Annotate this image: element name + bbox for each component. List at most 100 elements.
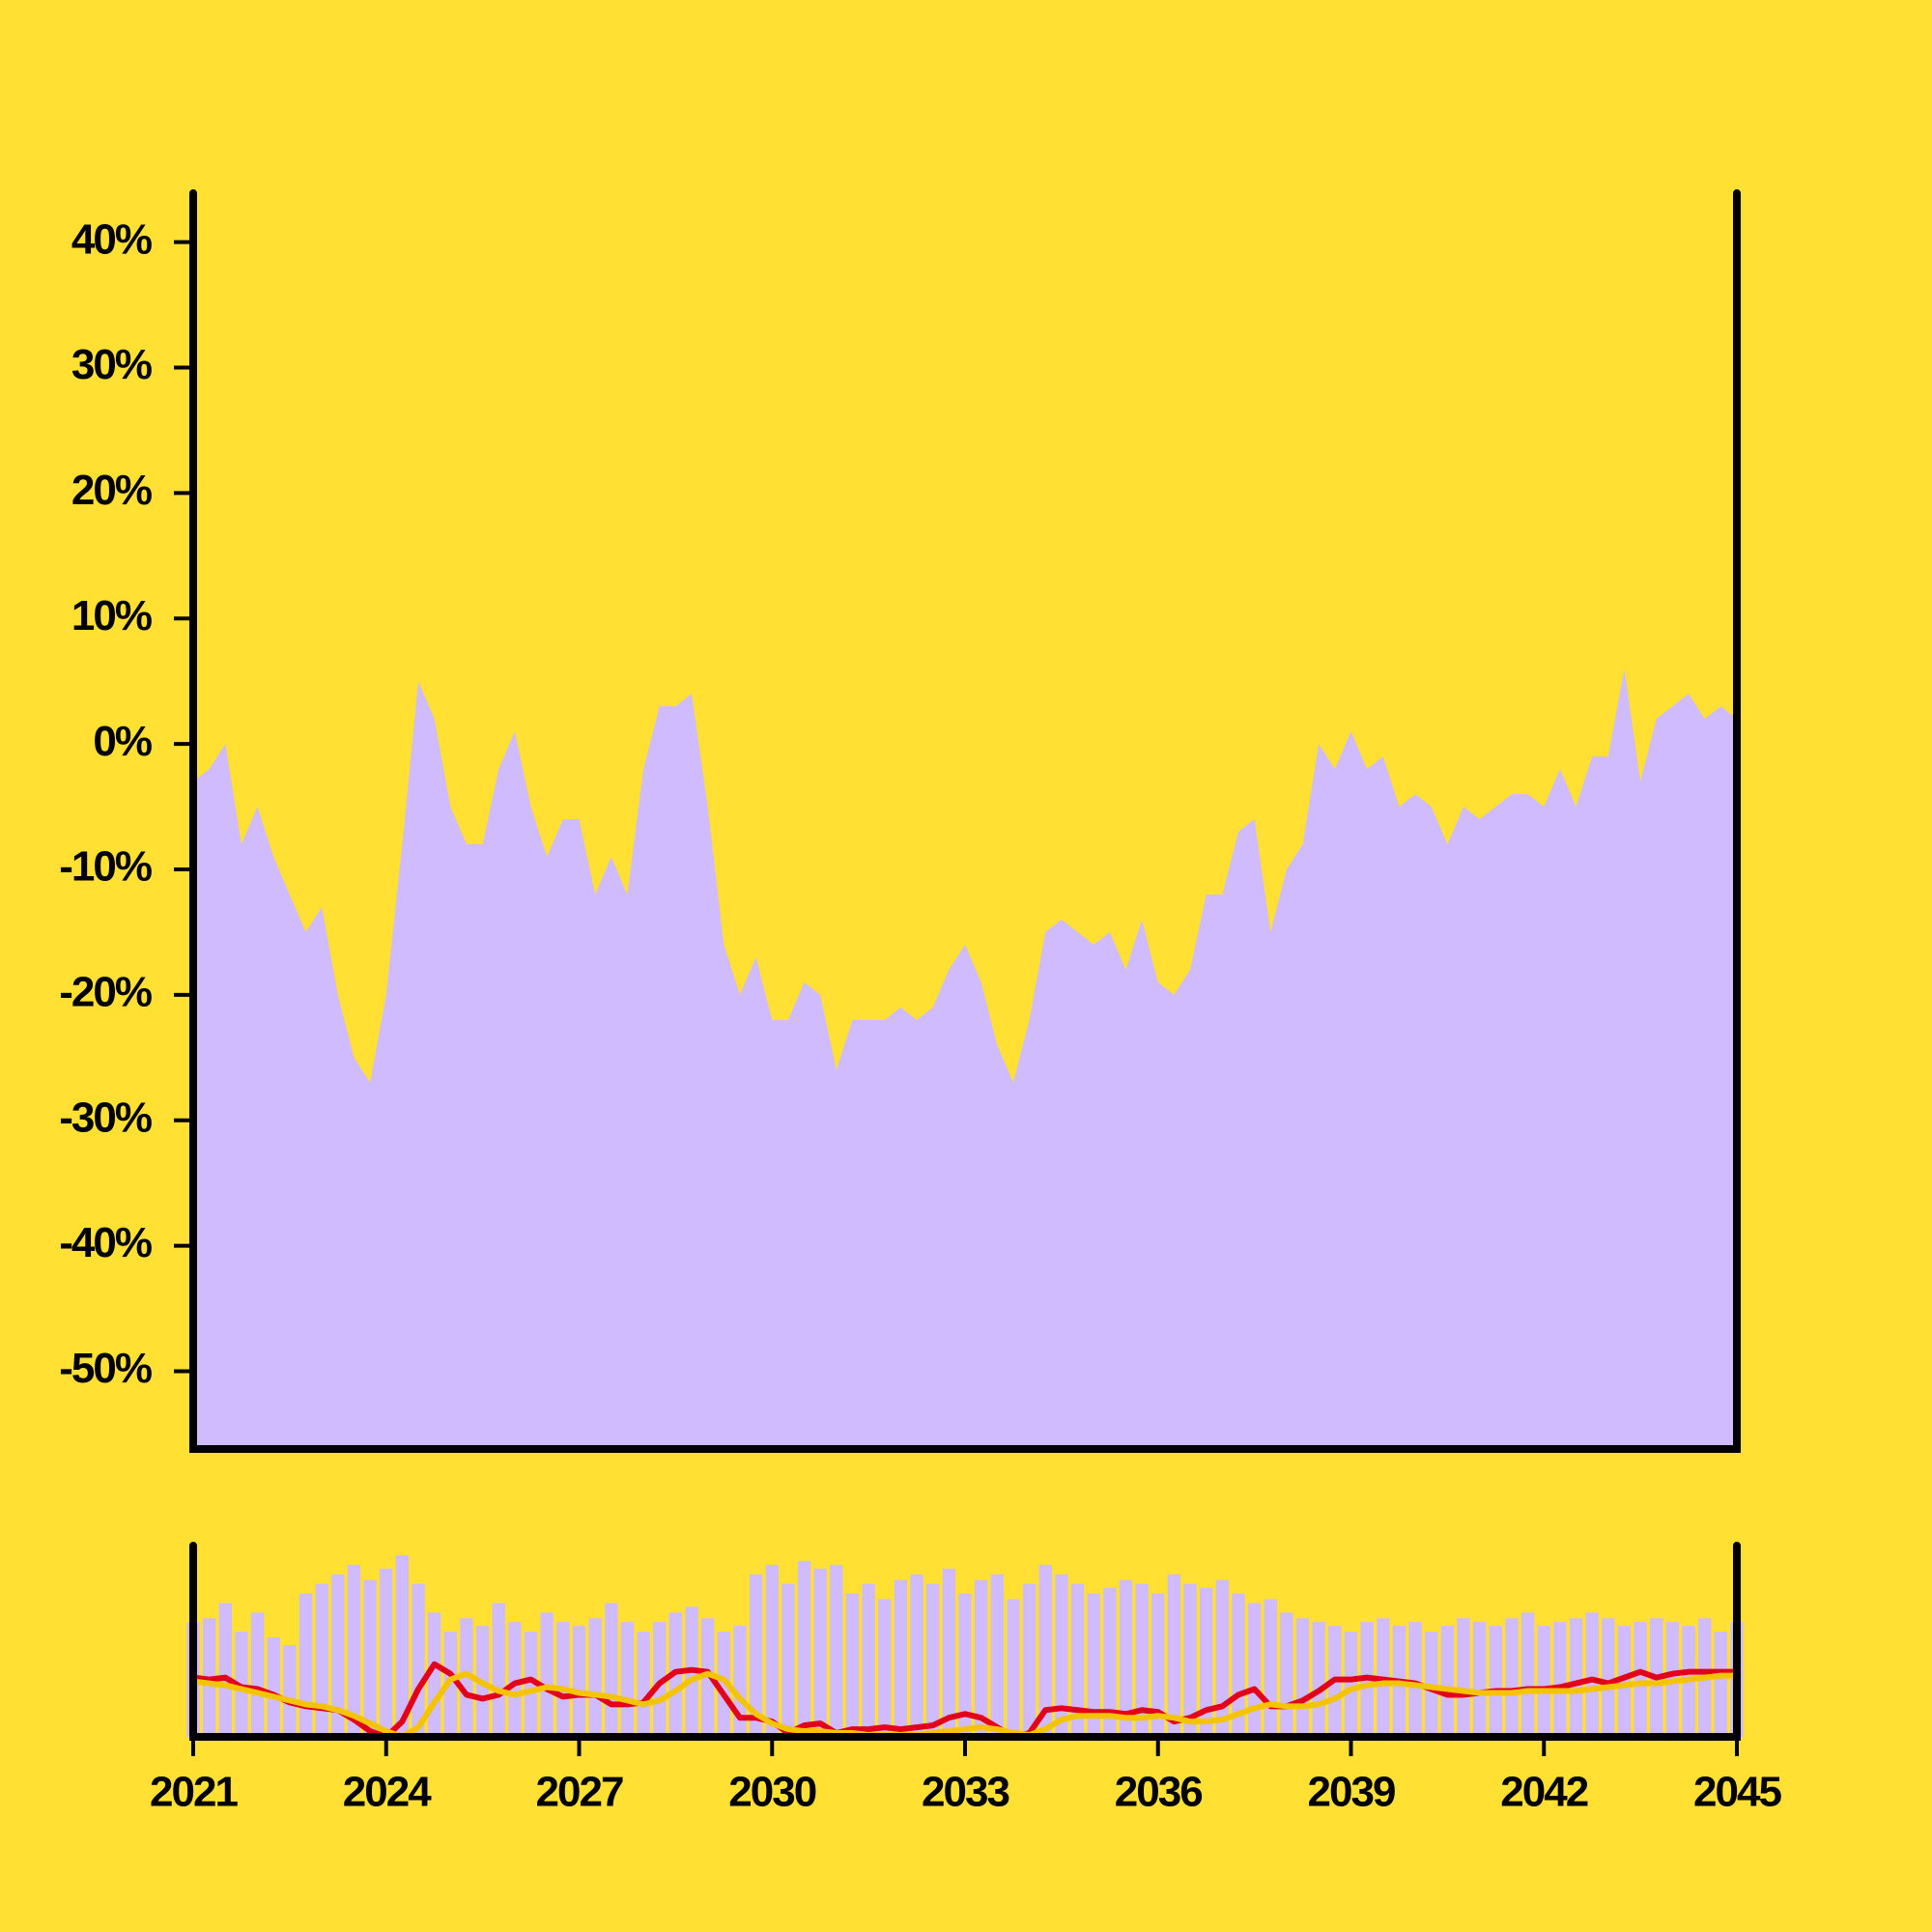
y-tick-label: -20%	[59, 968, 152, 1015]
bar	[974, 1579, 988, 1737]
bar	[283, 1644, 297, 1737]
bar	[781, 1583, 795, 1737]
bar	[1135, 1583, 1149, 1737]
main-panel: 40% 30% 20% 10% 0% -10% -20% -30% -40% -50%	[59, 215, 1737, 1449]
bar	[315, 1583, 328, 1737]
bar	[508, 1622, 522, 1737]
bar	[1247, 1603, 1262, 1737]
line	[192, 1670, 1737, 1740]
bar	[1055, 1574, 1068, 1737]
lower-frame	[189, 1542, 1741, 1741]
bar	[894, 1579, 908, 1737]
y-tick-label: 20%	[71, 467, 152, 514]
bar	[524, 1632, 538, 1737]
x-tick-label: 2045	[1693, 1769, 1781, 1816]
bar	[1232, 1593, 1245, 1737]
bar	[588, 1618, 602, 1737]
bar	[717, 1632, 730, 1737]
bar	[1200, 1587, 1213, 1737]
x-tick-label: 2027	[536, 1769, 623, 1816]
bar	[1585, 1612, 1599, 1737]
bar	[1553, 1622, 1567, 1737]
bar	[1280, 1612, 1293, 1737]
bar	[1264, 1599, 1277, 1737]
bar	[1457, 1618, 1470, 1737]
bar	[813, 1568, 827, 1737]
y-tick-label: 0%	[93, 718, 151, 765]
bar	[797, 1560, 811, 1737]
bar	[701, 1618, 715, 1737]
area	[193, 668, 1737, 1449]
bar	[1714, 1632, 1728, 1737]
bar	[492, 1603, 505, 1737]
main-frame	[189, 189, 1741, 1453]
bar	[942, 1568, 956, 1737]
bar	[1167, 1574, 1181, 1737]
bar	[1103, 1587, 1117, 1737]
axes	[189, 189, 1741, 1741]
bar	[830, 1564, 843, 1737]
x-tick-label: 2042	[1500, 1769, 1587, 1816]
bar	[1473, 1622, 1487, 1737]
bar	[1440, 1626, 1455, 1737]
bar	[1038, 1564, 1052, 1737]
bar	[218, 1603, 232, 1737]
bar	[347, 1564, 361, 1737]
y-tick-label: -30%	[59, 1094, 152, 1141]
x-tick-label: 2024	[343, 1769, 432, 1816]
bar	[540, 1612, 554, 1737]
bar	[1007, 1599, 1020, 1737]
bar	[250, 1612, 265, 1737]
bar	[845, 1593, 860, 1737]
lower-panel: 2021 2024 2027 2030 2033 2036 2039 2042 2045	[150, 1554, 1783, 1816]
bar	[298, 1593, 313, 1737]
bar	[749, 1574, 763, 1737]
bar	[1087, 1593, 1100, 1737]
bar	[1022, 1583, 1037, 1737]
bar	[1537, 1626, 1550, 1737]
bar	[605, 1603, 618, 1737]
x-tick-label: 2039	[1308, 1769, 1395, 1816]
bar	[572, 1626, 586, 1737]
bar	[926, 1583, 940, 1737]
bar	[653, 1622, 667, 1737]
bar	[1183, 1583, 1197, 1737]
x-tick-label: 2021	[150, 1769, 238, 1816]
x-tick-label: 2030	[728, 1769, 815, 1816]
y-tick-label: 40%	[71, 215, 152, 263]
bar	[1344, 1632, 1358, 1737]
bar	[862, 1583, 875, 1737]
bar	[395, 1554, 410, 1737]
bar	[1634, 1622, 1647, 1737]
bar	[1602, 1618, 1615, 1737]
y-tick-label: 10%	[71, 592, 152, 639]
y-tick-label: -10%	[59, 843, 152, 891]
bar	[1569, 1618, 1583, 1737]
bar	[556, 1622, 570, 1737]
bar	[1408, 1622, 1422, 1737]
bar	[1505, 1618, 1519, 1737]
bar	[910, 1574, 923, 1737]
bar	[460, 1618, 473, 1737]
bar	[990, 1574, 1004, 1737]
bar	[412, 1583, 425, 1737]
bar	[1312, 1622, 1325, 1737]
bar	[1295, 1618, 1310, 1737]
bar	[1070, 1583, 1085, 1737]
bar	[1151, 1593, 1165, 1737]
bar	[331, 1574, 345, 1737]
bar	[1489, 1626, 1502, 1737]
bar	[765, 1564, 779, 1737]
y-tick-label: -50%	[59, 1345, 152, 1392]
bar	[380, 1568, 393, 1737]
bar	[1119, 1579, 1133, 1737]
bar	[1215, 1579, 1229, 1737]
bar	[620, 1622, 635, 1737]
x-tick-label: 2036	[1115, 1769, 1202, 1816]
y-tick-label: 30%	[71, 341, 152, 388]
bar	[267, 1637, 280, 1737]
bar	[878, 1599, 892, 1737]
bar	[637, 1632, 650, 1737]
bar	[1520, 1612, 1535, 1737]
